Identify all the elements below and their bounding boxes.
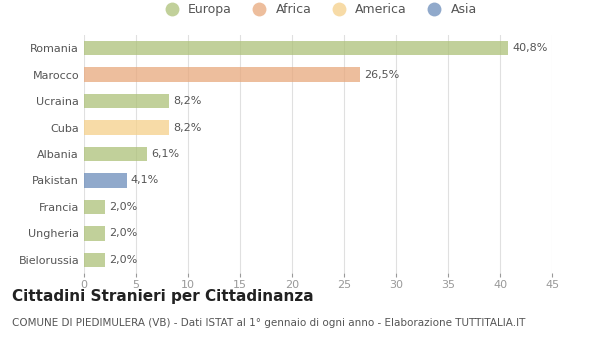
Bar: [84, 41, 508, 56]
Text: Cittadini Stranieri per Cittadinanza: Cittadini Stranieri per Cittadinanza: [12, 289, 314, 304]
Bar: [84, 94, 169, 108]
Text: 40,8%: 40,8%: [512, 43, 548, 53]
Bar: [84, 68, 359, 82]
Text: COMUNE DI PIEDIMULERA (VB) - Dati ISTAT al 1° gennaio di ogni anno - Elaborazion: COMUNE DI PIEDIMULERA (VB) - Dati ISTAT …: [12, 318, 526, 329]
Text: 26,5%: 26,5%: [364, 70, 399, 80]
Bar: [84, 120, 169, 135]
Bar: [84, 173, 127, 188]
Text: 2,0%: 2,0%: [109, 228, 137, 238]
Bar: [84, 226, 105, 240]
Text: 2,0%: 2,0%: [109, 255, 137, 265]
Text: 8,2%: 8,2%: [173, 122, 202, 133]
Bar: [84, 199, 105, 214]
Bar: [84, 252, 105, 267]
Text: 2,0%: 2,0%: [109, 202, 137, 212]
Text: 4,1%: 4,1%: [131, 175, 159, 186]
Text: 8,2%: 8,2%: [173, 96, 202, 106]
Bar: [84, 147, 148, 161]
Legend: Europa, Africa, America, Asia: Europa, Africa, America, Asia: [154, 0, 482, 21]
Text: 6,1%: 6,1%: [152, 149, 180, 159]
